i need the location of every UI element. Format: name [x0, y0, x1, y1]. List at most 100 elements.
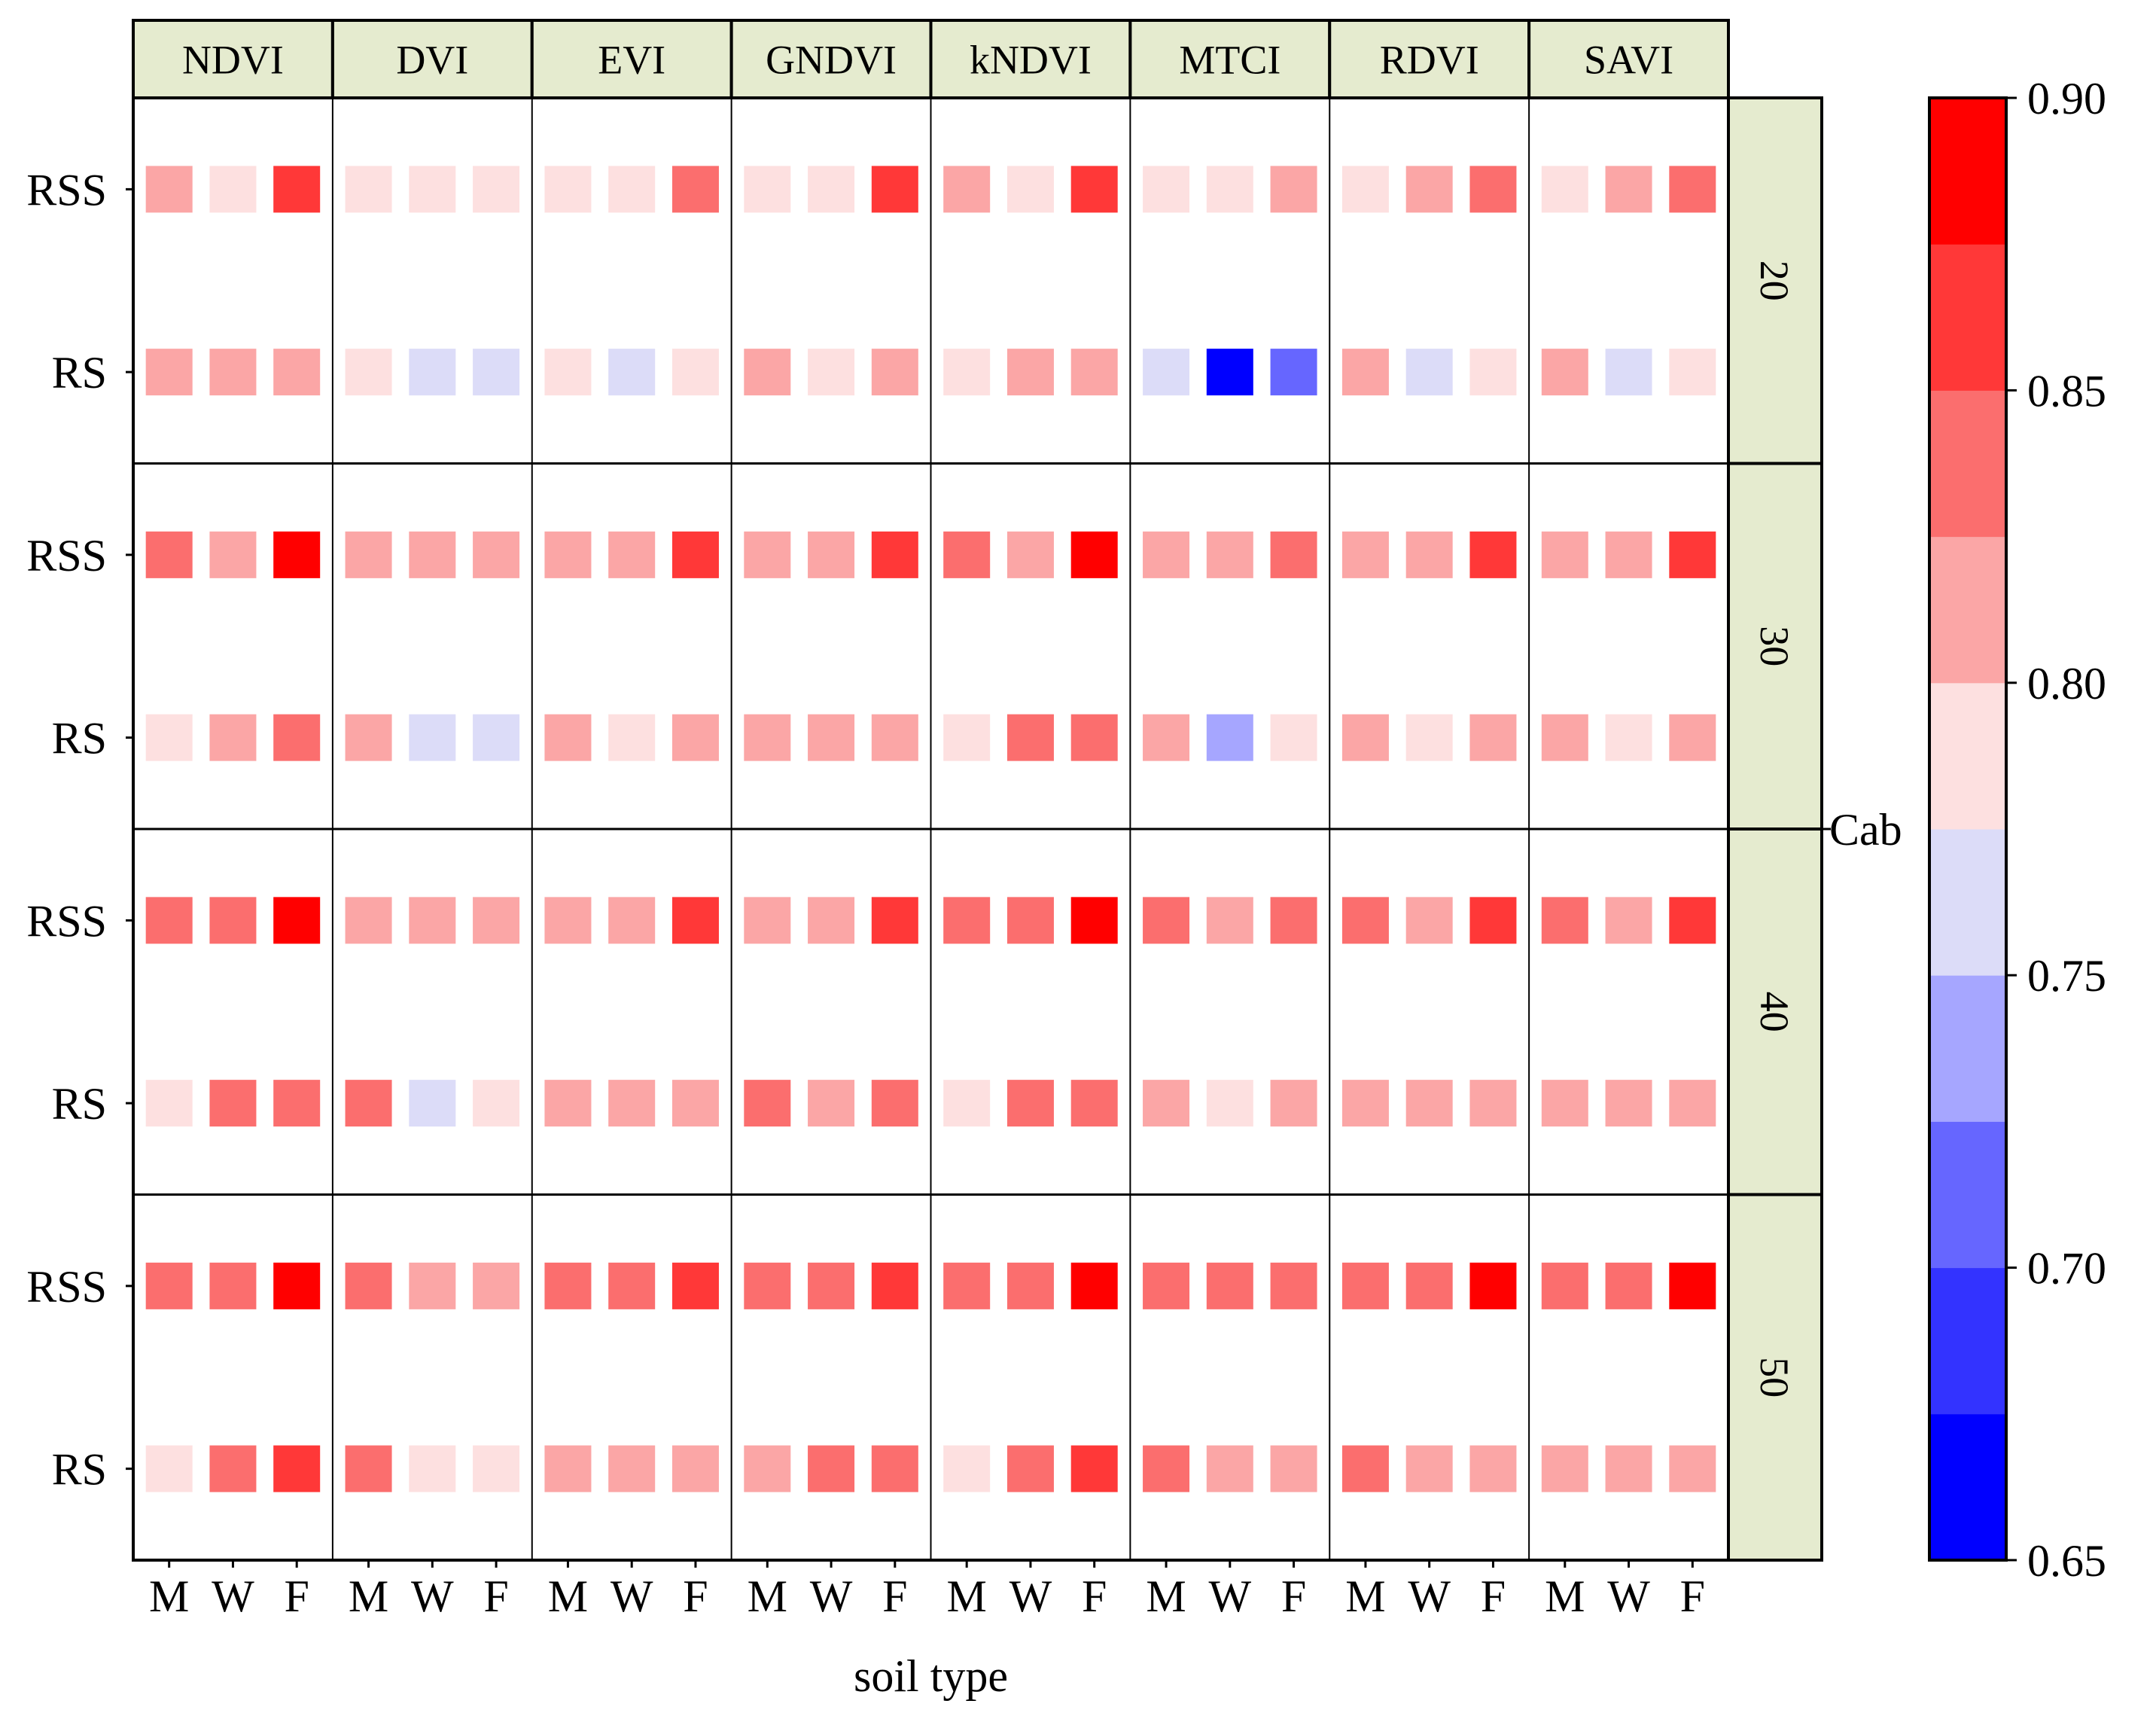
heatmap-cell-50-rs-ndvi-f — [273, 1445, 321, 1492]
heatmap-cell-40-rs-evi-m — [544, 1080, 592, 1127]
heatmap-cell-40-rs-kndvi-m — [943, 1080, 991, 1127]
heatmap-cell-40-rs-rdvi-f — [1469, 1080, 1517, 1127]
heatmap-cell-50-rss-mtci-m — [1143, 1262, 1190, 1309]
heatmap-cell-30-rs-kndvi-f — [1070, 714, 1118, 761]
heatmap-cell-30-rss-savi-w — [1605, 531, 1652, 578]
heatmap-cell-50-rss-rdvi-m — [1341, 1262, 1389, 1309]
heatmap-cell-30-rss-kndvi-w — [1006, 531, 1054, 578]
heatmap-cell-40-rss-kndvi-m — [943, 897, 991, 944]
heatmap-cell-40-rs-savi-f — [1669, 1080, 1716, 1127]
heatmap-cell-50-rss-ndvi-w — [209, 1262, 257, 1309]
heatmap-cell-20-rss-evi-f — [671, 166, 719, 213]
y-tick-label-rs: RS — [52, 1445, 107, 1495]
heatmap-cell-50-rss-rdvi-f — [1469, 1262, 1517, 1309]
heatmap-cell-20-rs-rdvi-f — [1469, 349, 1517, 396]
heatmap-cell-40-rs-dvi-m — [345, 1080, 392, 1127]
heatmap-cell-30-rss-mtci-w — [1206, 531, 1253, 578]
panel-frame-group — [132, 96, 1730, 1562]
x-tick-label-w: W — [1408, 1571, 1451, 1621]
x-tick-label-f: F — [483, 1571, 508, 1621]
heatmap-cell-50-rss-ndvi-f — [273, 1262, 321, 1309]
heatmap-cell-20-rss-dvi-m — [345, 166, 392, 213]
heatmap-cells — [145, 166, 1716, 1492]
heatmap-cell-40-rs-kndvi-w — [1006, 1080, 1054, 1127]
heatmap-cell-30-rs-gndvi-w — [808, 714, 855, 761]
heatmap-cell-50-rss-savi-w — [1605, 1262, 1652, 1309]
heatmap-cell-40-rss-mtci-m — [1143, 897, 1190, 944]
x-tick-label-w: W — [411, 1571, 454, 1621]
heatmap-cell-30-rs-ndvi-m — [145, 714, 193, 761]
heatmap-cell-20-rss-evi-w — [608, 166, 656, 213]
heatmap-cell-20-rs-rdvi-m — [1341, 349, 1389, 396]
heatmap-cell-40-rs-ndvi-w — [209, 1080, 257, 1127]
heatmap-cell-20-rs-rdvi-w — [1405, 349, 1453, 396]
heatmap-cell-50-rss-mtci-f — [1270, 1262, 1317, 1309]
heatmap-cell-40-rss-savi-f — [1669, 897, 1716, 944]
y-tick-label-rss: RSS — [26, 165, 107, 215]
x-tick-label-m: M — [1345, 1571, 1385, 1621]
heatmap-cell-50-rs-gndvi-f — [871, 1445, 918, 1492]
heatmap-cell-30-rs-dvi-m — [345, 714, 392, 761]
strip-label-evi: EVI — [598, 38, 665, 83]
colorbar: 0.65 0.70 0.75 0.80 0.85 0.90 — [1928, 74, 2106, 1586]
heatmap-cell-30-rss-rdvi-w — [1405, 531, 1453, 578]
heatmap-cell-30-rs-evi-w — [608, 714, 656, 761]
heatmap-cell-20-rs-dvi-w — [409, 349, 456, 396]
strip-label-cab-40: 40 — [1752, 992, 1797, 1032]
heatmap-cell-20-rss-evi-m — [544, 166, 592, 213]
strip-label-cab-50: 50 — [1752, 1357, 1797, 1397]
heatmap-cell-50-rs-rdvi-m — [1341, 1445, 1389, 1492]
heatmap-cell-50-rss-gndvi-m — [744, 1262, 791, 1309]
heatmap-cell-40-rs-kndvi-f — [1070, 1080, 1118, 1127]
heatmap-cell-20-rs-evi-w — [608, 349, 656, 396]
heatmap-cell-30-rss-gndvi-m — [744, 531, 791, 578]
heatmap-cell-30-rs-gndvi-f — [871, 714, 918, 761]
y-tick-labels: RSS RS RSS RS RSS RS RSS RS — [26, 165, 133, 1495]
heatmap-cell-20-rss-rdvi-f — [1469, 166, 1517, 213]
heatmap-cell-20-rs-evi-f — [671, 349, 719, 396]
heatmap-cell-40-rss-evi-w — [608, 897, 656, 944]
heatmap-cell-20-rss-kndvi-f — [1070, 166, 1118, 213]
heatmap-cell-20-rs-ndvi-m — [145, 349, 193, 396]
x-tick-label-m: M — [1146, 1571, 1186, 1621]
heatmap-cell-40-rs-dvi-f — [473, 1080, 520, 1127]
heatmap-cell-40-rs-savi-m — [1541, 1080, 1588, 1127]
x-tick-label-w: W — [810, 1571, 853, 1621]
heatmap-cell-20-rs-kndvi-w — [1006, 349, 1054, 396]
heatmap-cell-50-rs-rdvi-f — [1469, 1445, 1517, 1492]
x-tick-label-m: M — [349, 1571, 388, 1621]
heatmap-cell-20-rs-savi-w — [1605, 349, 1652, 396]
heatmap-cell-30-rs-savi-w — [1605, 714, 1652, 761]
heatmap-cell-40-rss-savi-w — [1605, 897, 1652, 944]
heatmap-cell-50-rss-evi-m — [544, 1262, 592, 1309]
colorbar-tick-label: 0.65 — [2027, 1536, 2106, 1586]
heatmap-cell-40-rss-gndvi-m — [744, 897, 791, 944]
strip-dvi — [330, 19, 534, 99]
heatmap-cell-30-rss-gndvi-f — [871, 531, 918, 578]
heatmap-cell-30-rss-evi-m — [544, 531, 592, 578]
x-tick-label-f: F — [1481, 1571, 1506, 1621]
heatmap-cell-40-rs-dvi-w — [409, 1080, 456, 1127]
heatmap-cell-20-rs-savi-m — [1541, 349, 1588, 396]
strip-cab-50 — [1727, 1193, 1823, 1562]
colorbar-bin — [1929, 1121, 2006, 1269]
strip-label-mtci: MTCI — [1179, 38, 1281, 83]
heatmap-cell-50-rss-kndvi-m — [943, 1262, 991, 1309]
heatmap-cell-30-rs-mtci-m — [1143, 714, 1190, 761]
heatmap-cell-40-rs-rdvi-m — [1341, 1080, 1389, 1127]
x-tick-label-f: F — [1082, 1571, 1107, 1621]
heatmap-cell-20-rss-mtci-w — [1206, 166, 1253, 213]
heatmap-cell-20-rs-ndvi-f — [273, 349, 321, 396]
heatmap-cell-30-rss-mtci-f — [1270, 531, 1317, 578]
heatmap-cell-50-rss-kndvi-w — [1006, 1262, 1054, 1309]
heatmap-cell-50-rs-kndvi-f — [1070, 1445, 1118, 1492]
heatmap-cell-40-rss-dvi-f — [473, 897, 520, 944]
heatmap-cell-20-rs-mtci-m — [1143, 349, 1190, 396]
heatmap-cell-50-rss-savi-m — [1541, 1262, 1588, 1309]
heatmap-cell-30-rss-savi-m — [1541, 531, 1588, 578]
heatmap-cell-40-rs-savi-w — [1605, 1080, 1652, 1127]
heatmap-cell-50-rss-kndvi-f — [1070, 1262, 1118, 1309]
heatmap-cell-30-rss-dvi-f — [473, 531, 520, 578]
heatmap-cell-30-rs-ndvi-w — [209, 714, 257, 761]
heatmap-cell-30-rs-gndvi-m — [744, 714, 791, 761]
